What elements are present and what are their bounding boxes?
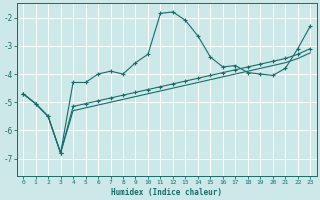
X-axis label: Humidex (Indice chaleur): Humidex (Indice chaleur): [111, 188, 222, 197]
